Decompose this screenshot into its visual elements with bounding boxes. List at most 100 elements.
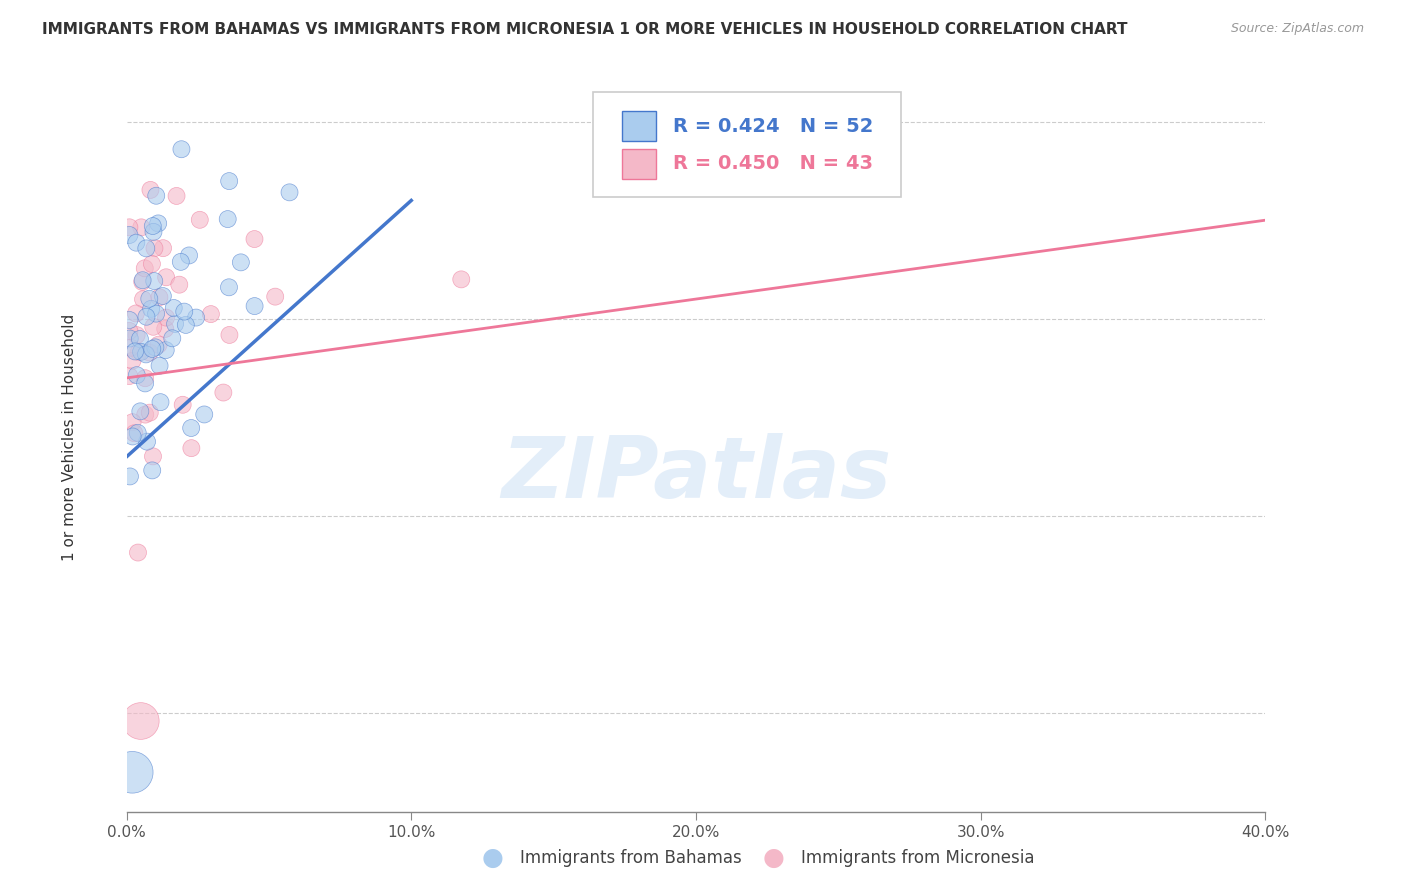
- Point: [142, 219, 165, 233]
- Point: [134, 261, 156, 276]
- Point: [125, 235, 148, 250]
- Point: [169, 277, 191, 292]
- Point: [264, 290, 287, 304]
- Point: [163, 301, 186, 315]
- Point: [145, 188, 167, 202]
- Point: [127, 545, 149, 559]
- Point: [125, 328, 148, 343]
- Point: [155, 270, 177, 285]
- Point: [170, 255, 193, 269]
- Point: [152, 241, 174, 255]
- Point: [218, 327, 240, 342]
- Point: [129, 220, 152, 235]
- Point: [148, 216, 170, 230]
- Text: ●: ●: [481, 847, 503, 870]
- Point: [148, 337, 170, 351]
- Point: [120, 341, 142, 355]
- Point: [218, 174, 240, 188]
- Point: [278, 186, 301, 200]
- Point: [134, 371, 156, 385]
- Point: [166, 189, 188, 203]
- Point: [170, 142, 193, 156]
- Point: [162, 331, 184, 345]
- Point: [217, 212, 239, 227]
- Text: Immigrants from Bahamas: Immigrants from Bahamas: [520, 849, 742, 867]
- Point: [143, 241, 166, 255]
- Point: [180, 421, 202, 435]
- Point: [243, 232, 266, 246]
- Point: [218, 280, 240, 294]
- Point: [135, 241, 157, 255]
- Point: [138, 345, 160, 359]
- Point: [131, 275, 153, 289]
- Point: [124, 426, 146, 441]
- Point: [148, 359, 170, 373]
- Point: [136, 434, 159, 449]
- Text: ZIPatlas: ZIPatlas: [501, 433, 891, 516]
- Point: [132, 293, 155, 307]
- Text: 1 or more Vehicles in Household: 1 or more Vehicles in Household: [62, 313, 77, 561]
- Point: [143, 340, 166, 354]
- Point: [128, 345, 150, 359]
- Point: [145, 307, 167, 321]
- Point: [172, 398, 194, 412]
- Point: [212, 385, 235, 400]
- Point: [184, 310, 207, 325]
- Point: [141, 342, 163, 356]
- Text: Source: ZipAtlas.com: Source: ZipAtlas.com: [1230, 22, 1364, 36]
- Point: [243, 299, 266, 313]
- Point: [149, 395, 172, 409]
- Point: [155, 322, 177, 336]
- FancyBboxPatch shape: [621, 112, 657, 141]
- FancyBboxPatch shape: [621, 149, 657, 178]
- Point: [118, 331, 141, 345]
- Point: [450, 272, 472, 286]
- Point: [127, 425, 149, 440]
- Point: [188, 212, 211, 227]
- Text: IMMIGRANTS FROM BAHAMAS VS IMMIGRANTS FROM MICRONESIA 1 OR MORE VEHICLES IN HOUS: IMMIGRANTS FROM BAHAMAS VS IMMIGRANTS FR…: [42, 22, 1128, 37]
- Point: [129, 404, 152, 418]
- Point: [180, 441, 202, 455]
- Point: [177, 248, 200, 262]
- Point: [155, 343, 177, 358]
- Text: Immigrants from Micronesia: Immigrants from Micronesia: [801, 849, 1035, 867]
- Point: [125, 306, 148, 320]
- Point: [165, 317, 187, 331]
- Point: [139, 183, 162, 197]
- Text: ●: ●: [762, 847, 785, 870]
- Point: [139, 406, 162, 420]
- Text: R = 0.450   N = 43: R = 0.450 N = 43: [673, 154, 873, 173]
- Point: [134, 376, 156, 391]
- Point: [142, 450, 165, 464]
- Point: [155, 310, 177, 325]
- FancyBboxPatch shape: [593, 93, 901, 197]
- Point: [200, 307, 222, 321]
- Point: [118, 324, 141, 338]
- Point: [124, 344, 146, 359]
- Point: [118, 469, 141, 483]
- Point: [142, 319, 165, 334]
- Point: [174, 318, 197, 332]
- Point: [193, 408, 215, 422]
- Point: [131, 273, 153, 287]
- Point: [134, 408, 156, 422]
- Point: [118, 313, 141, 327]
- Point: [138, 292, 160, 306]
- Point: [135, 347, 157, 361]
- Point: [141, 301, 163, 316]
- Point: [125, 368, 148, 383]
- Point: [121, 765, 143, 780]
- Point: [129, 714, 152, 728]
- Point: [143, 274, 166, 288]
- Text: R = 0.424   N = 52: R = 0.424 N = 52: [673, 117, 873, 136]
- Point: [173, 304, 195, 318]
- Point: [135, 310, 157, 324]
- Point: [141, 463, 163, 477]
- Point: [148, 290, 170, 304]
- Point: [121, 429, 143, 443]
- Point: [229, 255, 252, 269]
- Point: [142, 225, 165, 239]
- Point: [121, 353, 143, 368]
- Point: [129, 344, 152, 359]
- Point: [141, 257, 163, 271]
